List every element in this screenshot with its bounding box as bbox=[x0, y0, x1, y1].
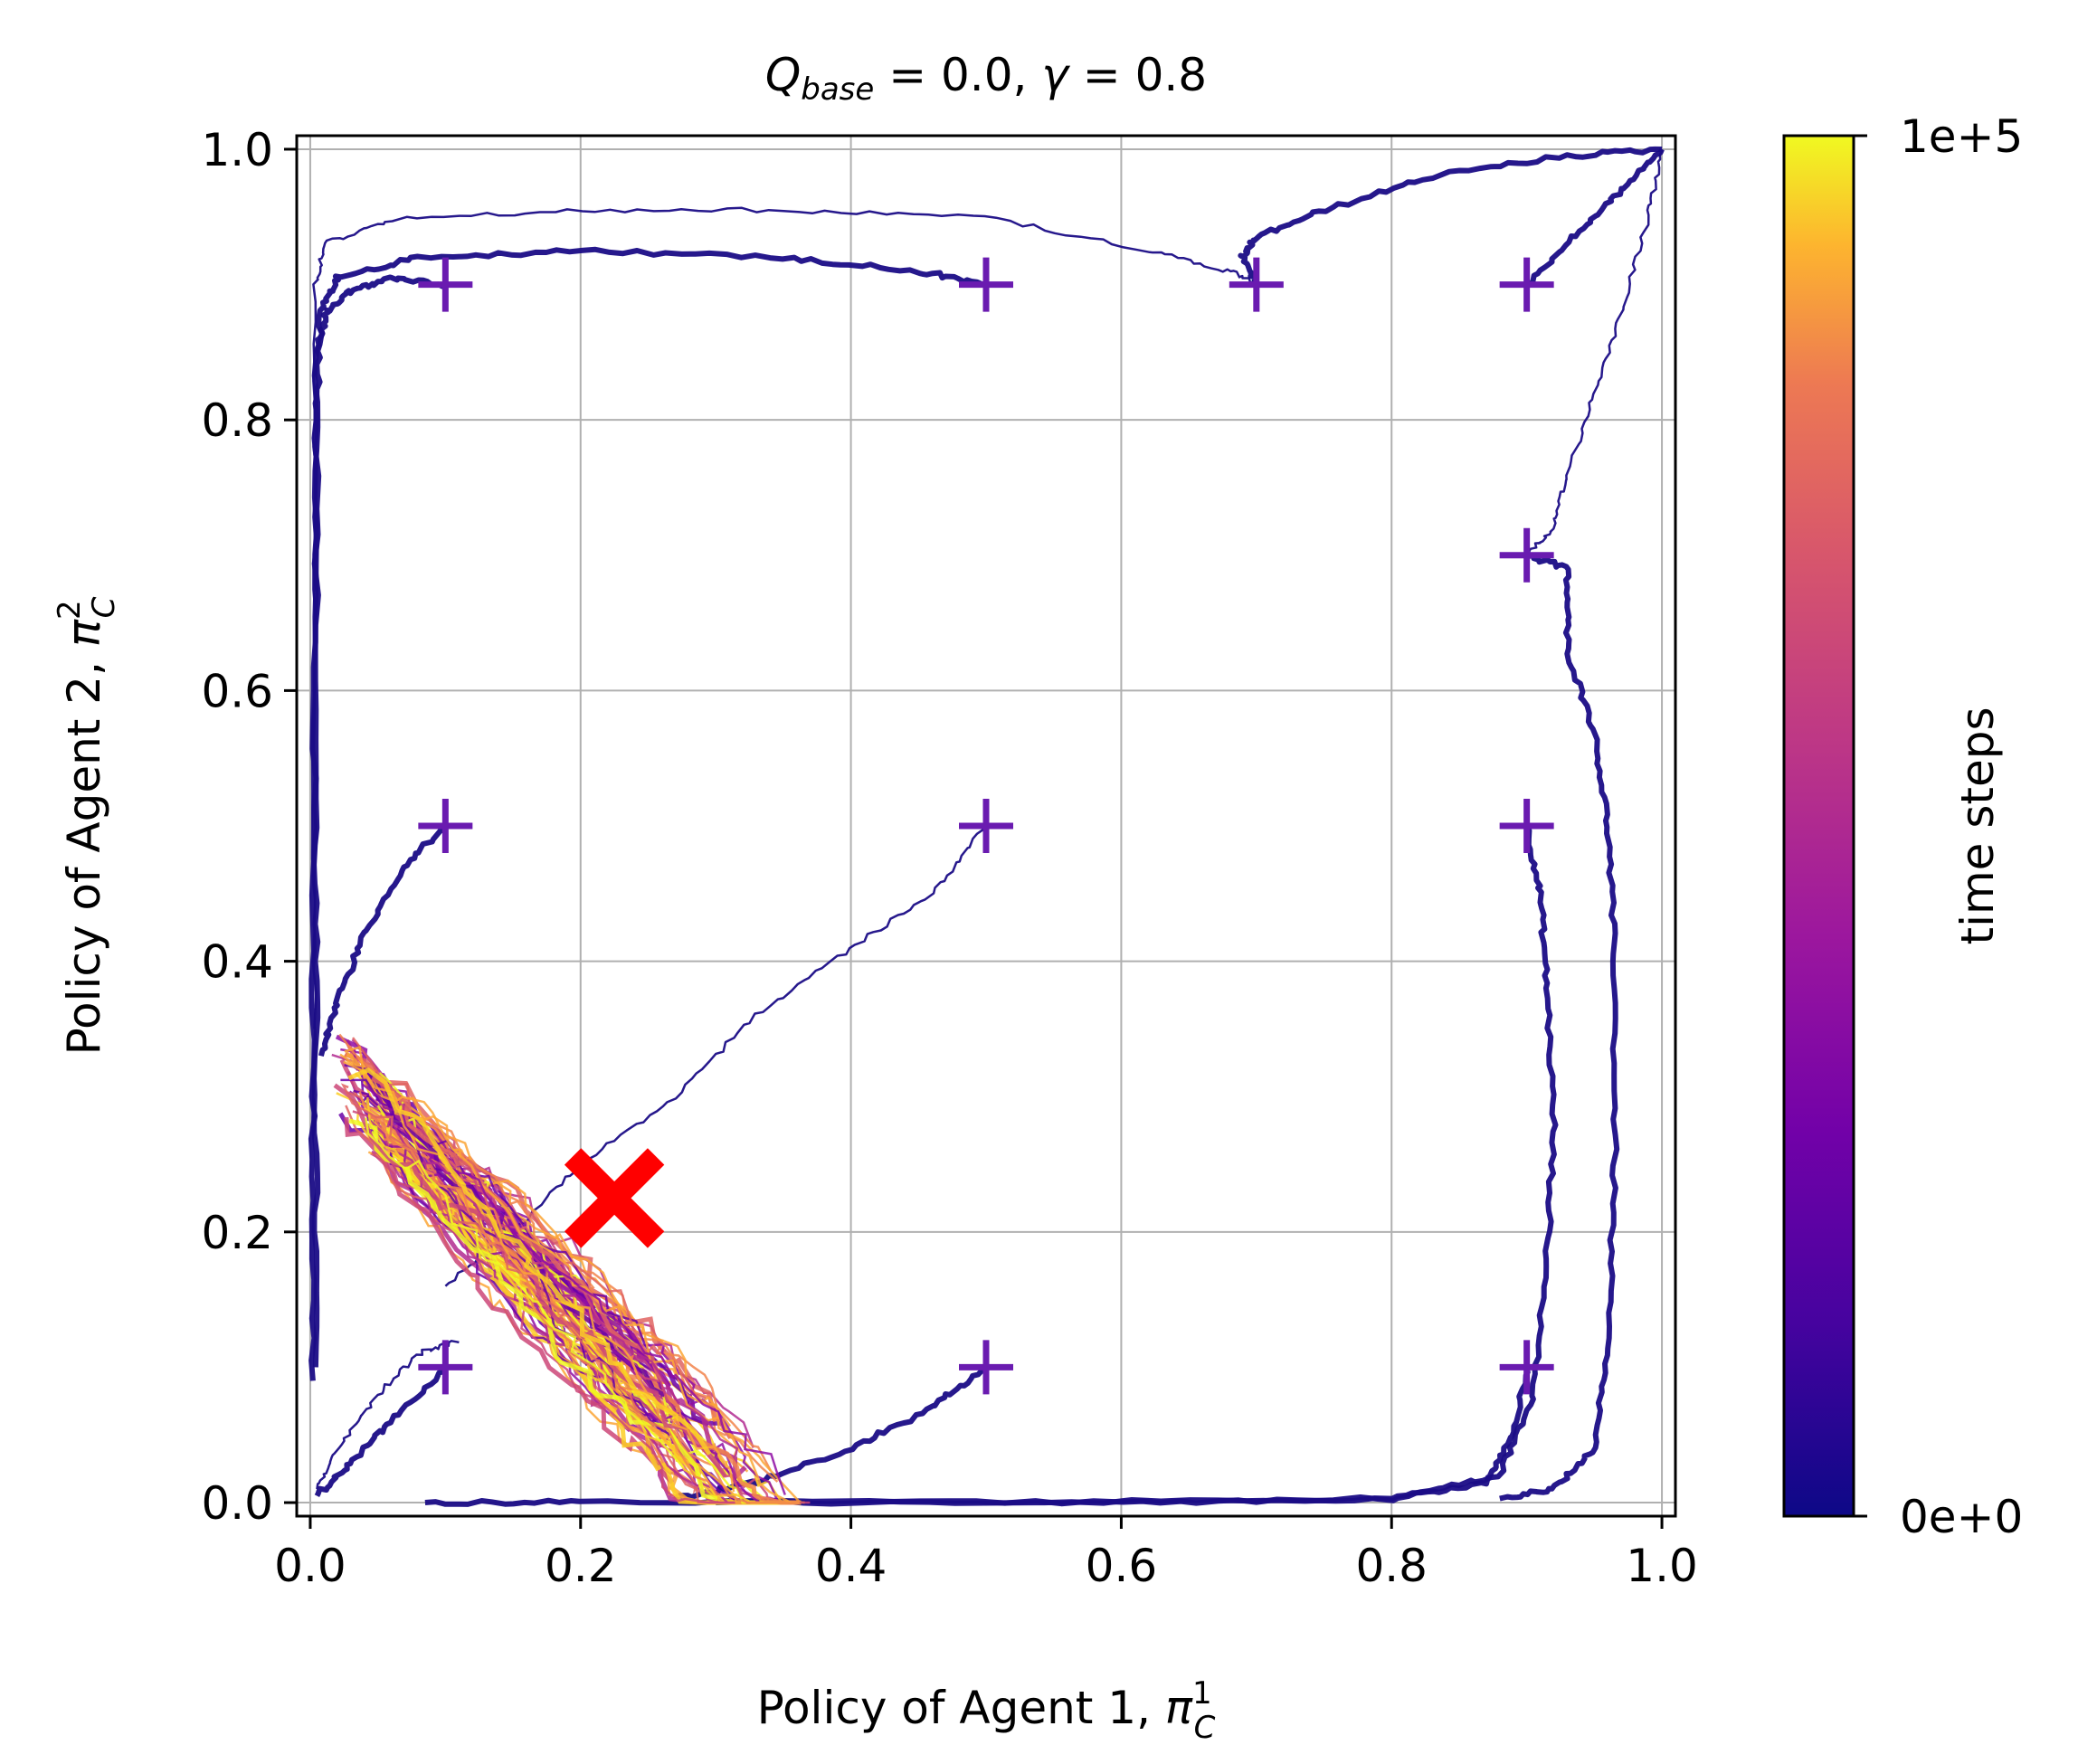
trajectory-3 bbox=[1238, 146, 1663, 288]
trajectories bbox=[308, 146, 1665, 1507]
trajectory-4 bbox=[1525, 147, 1665, 288]
nash-x-stroke-2 bbox=[564, 1148, 665, 1248]
y-tick-label-3: 0.6 bbox=[201, 665, 273, 717]
y-tick-label-4: 0.8 bbox=[201, 394, 273, 447]
trajectory-11 bbox=[316, 1340, 460, 1490]
start-marker-5 bbox=[418, 799, 473, 853]
start-marker-8 bbox=[418, 1340, 473, 1395]
start-marker-3 bbox=[1499, 257, 1554, 312]
trajectory-5 bbox=[1527, 148, 1664, 556]
colorbar-max-label: 1e+5 bbox=[1900, 110, 2023, 163]
colorbar-label: time steps bbox=[1951, 707, 2004, 944]
x-tick-label-1: 0.2 bbox=[545, 1540, 617, 1592]
cloud-path-78 bbox=[344, 1046, 792, 1504]
cloud-path-89 bbox=[365, 1117, 685, 1468]
start-marker-9 bbox=[959, 1340, 1013, 1395]
y-tick-label-5: 1.0 bbox=[201, 124, 273, 176]
chart-title: Qbase = 0.0, γ = 0.8 bbox=[765, 49, 1207, 108]
x-tick-label-0: 0.0 bbox=[274, 1540, 346, 1592]
trajectory-6 bbox=[1499, 551, 1620, 1502]
start-marker-7 bbox=[1499, 799, 1554, 853]
y-tick-label-1: 0.2 bbox=[201, 1207, 273, 1259]
start-marker-2 bbox=[1229, 257, 1284, 312]
x-tick-label-3: 0.6 bbox=[1086, 1540, 1158, 1592]
cloud-path-86 bbox=[383, 1138, 801, 1504]
converged-cloud bbox=[331, 1033, 811, 1505]
start-marker-0 bbox=[418, 257, 473, 312]
start-markers bbox=[418, 257, 1554, 1395]
y-tick-label-0: 0.0 bbox=[201, 1477, 273, 1530]
trajectory-13 bbox=[716, 1368, 1531, 1507]
trajectory-2 bbox=[310, 206, 1258, 1029]
x-axis-label: Policy of Agent 1, π1 C bbox=[757, 1675, 1216, 1746]
trajectory-12 bbox=[673, 1363, 989, 1502]
axis-ticks: 0.0 0.2 0.4 0.6 0.8 1.0 0.0 0.2 0.4 0.6 0.8 1.0 bbox=[201, 124, 1697, 1592]
nash-marker bbox=[564, 1148, 665, 1248]
start-marker-1 bbox=[959, 257, 1013, 312]
grid bbox=[297, 136, 1675, 1516]
cloud-path-42 bbox=[356, 1055, 732, 1427]
y-tick-label-2: 0.4 bbox=[201, 936, 273, 989]
plot-frame bbox=[295, 134, 1677, 1518]
trajectory-10 bbox=[314, 1363, 451, 1497]
x-tick-label-5: 1.0 bbox=[1626, 1540, 1698, 1592]
trajectory-7 bbox=[318, 823, 449, 1057]
colorbar bbox=[1782, 134, 1855, 1518]
cloud-path-82 bbox=[361, 1083, 786, 1495]
y-axis-label: Policy of Agent 2, π2C bbox=[52, 596, 122, 1055]
start-marker-6 bbox=[959, 799, 1013, 853]
colorbar-min-label: 0e+0 bbox=[1900, 1491, 2023, 1543]
start-marker-10 bbox=[1499, 1340, 1554, 1395]
cloud-path-88 bbox=[347, 1067, 712, 1456]
cloud-path-83 bbox=[386, 1115, 739, 1456]
x-tick-label-2: 0.4 bbox=[815, 1540, 887, 1592]
start-marker-4 bbox=[1499, 527, 1554, 583]
cloud-path-79 bbox=[366, 1096, 799, 1504]
x-tick-label-4: 0.8 bbox=[1355, 1540, 1428, 1592]
